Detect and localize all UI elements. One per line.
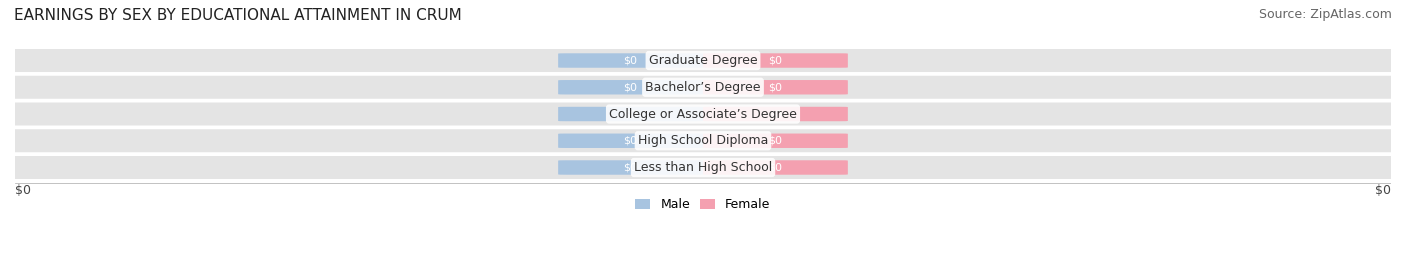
Text: Bachelor’s Degree: Bachelor’s Degree xyxy=(645,81,761,94)
FancyBboxPatch shape xyxy=(703,133,848,148)
Text: $0: $0 xyxy=(769,82,782,92)
Text: Graduate Degree: Graduate Degree xyxy=(648,54,758,67)
Text: Source: ZipAtlas.com: Source: ZipAtlas.com xyxy=(1258,8,1392,21)
FancyBboxPatch shape xyxy=(558,133,703,148)
Text: $0: $0 xyxy=(624,162,637,173)
Text: $0: $0 xyxy=(624,136,637,146)
FancyBboxPatch shape xyxy=(558,107,703,121)
Text: $0: $0 xyxy=(769,109,782,119)
Text: $0: $0 xyxy=(769,162,782,173)
Text: High School Diploma: High School Diploma xyxy=(638,134,768,147)
FancyBboxPatch shape xyxy=(0,129,1406,152)
Text: College or Associate’s Degree: College or Associate’s Degree xyxy=(609,107,797,121)
Text: $0: $0 xyxy=(769,136,782,146)
Text: $0: $0 xyxy=(624,55,637,65)
Text: $0: $0 xyxy=(1375,184,1391,197)
Text: $0: $0 xyxy=(769,55,782,65)
FancyBboxPatch shape xyxy=(558,53,703,68)
FancyBboxPatch shape xyxy=(0,76,1406,99)
Text: $0: $0 xyxy=(624,82,637,92)
FancyBboxPatch shape xyxy=(558,80,703,95)
FancyBboxPatch shape xyxy=(0,156,1406,179)
FancyBboxPatch shape xyxy=(558,160,703,175)
FancyBboxPatch shape xyxy=(0,49,1406,72)
FancyBboxPatch shape xyxy=(703,80,848,95)
Text: EARNINGS BY SEX BY EDUCATIONAL ATTAINMENT IN CRUM: EARNINGS BY SEX BY EDUCATIONAL ATTAINMEN… xyxy=(14,8,461,23)
Text: $0: $0 xyxy=(15,184,31,197)
FancyBboxPatch shape xyxy=(0,102,1406,125)
Text: Less than High School: Less than High School xyxy=(634,161,772,174)
Legend: Male, Female: Male, Female xyxy=(630,193,776,216)
FancyBboxPatch shape xyxy=(703,107,848,121)
FancyBboxPatch shape xyxy=(703,160,848,175)
FancyBboxPatch shape xyxy=(703,53,848,68)
Text: $0: $0 xyxy=(624,109,637,119)
